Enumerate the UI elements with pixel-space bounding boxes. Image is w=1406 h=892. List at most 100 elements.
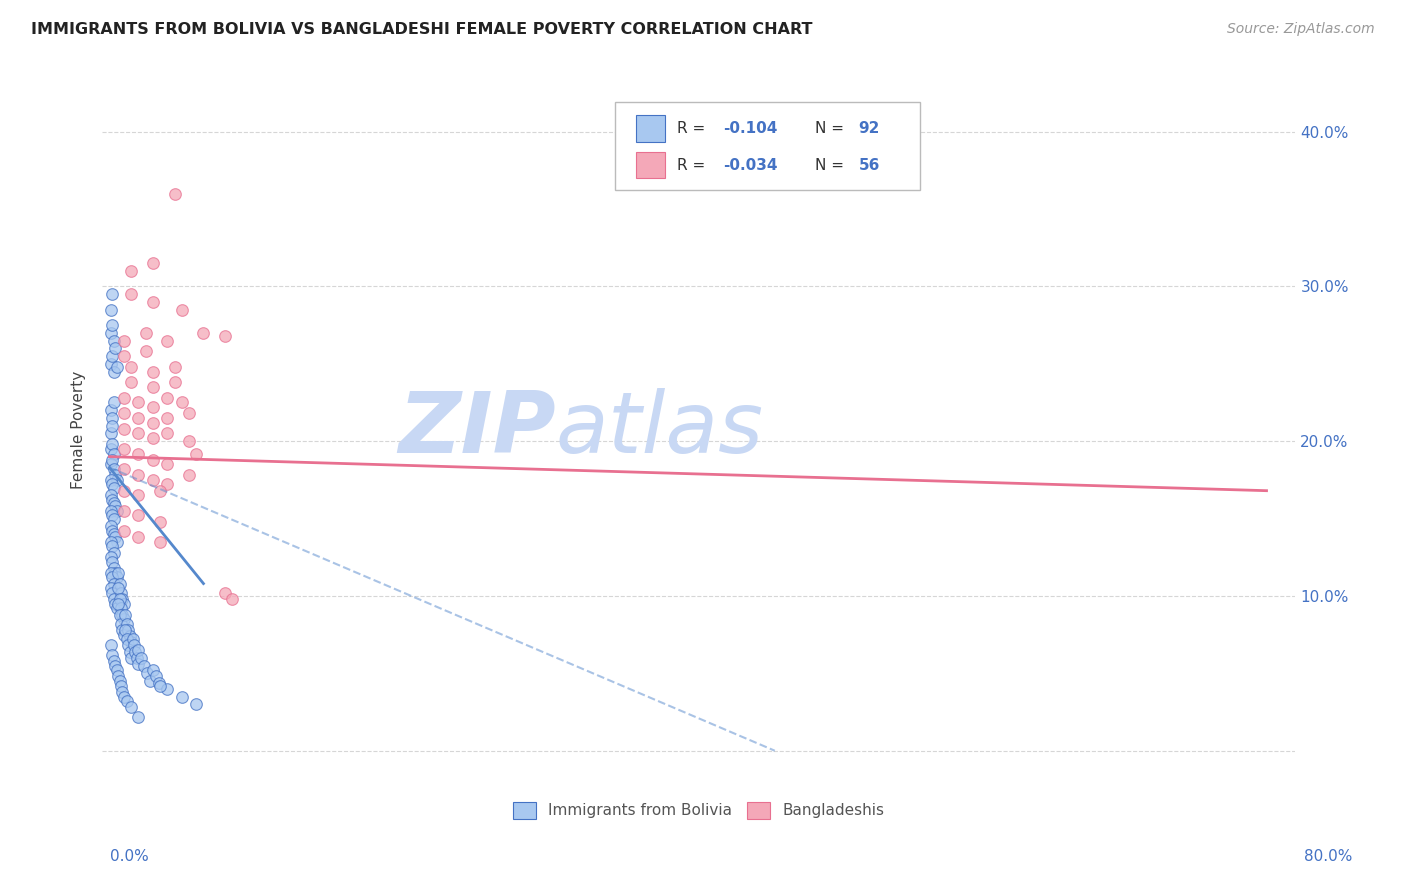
Point (100, 550, 122, 565)
Y-axis label: Female Poverty: Female Poverty (72, 370, 86, 489)
Point (112, 483, 135, 498)
Point (120, 635, 142, 649)
Point (129, 650, 152, 665)
Point (101, 508, 124, 523)
Point (170, 690, 193, 704)
Point (107, 566, 129, 580)
Point (139, 674, 162, 689)
Text: 80.0%: 80.0% (1305, 849, 1353, 864)
Point (112, 406, 135, 420)
Point (120, 650, 142, 665)
Text: N =: N = (814, 158, 848, 173)
Point (101, 318, 124, 332)
Text: R =: R = (678, 158, 710, 173)
Point (170, 302, 193, 317)
Point (105, 473, 128, 487)
FancyBboxPatch shape (616, 102, 920, 190)
Point (100, 442, 122, 456)
Point (114, 623, 136, 637)
Point (114, 607, 136, 622)
Point (101, 411, 124, 425)
Point (118, 629, 141, 643)
Point (186, 698, 208, 712)
Point (107, 597, 129, 611)
Point (163, 359, 186, 374)
Point (156, 334, 179, 348)
Point (100, 488, 122, 502)
Text: N =: N = (814, 121, 848, 136)
Point (142, 431, 165, 445)
Text: 56: 56 (859, 158, 880, 173)
Point (135, 344, 157, 359)
Point (100, 534, 122, 549)
Point (101, 524, 124, 538)
Point (148, 675, 170, 690)
Point (103, 592, 125, 607)
Point (193, 326, 215, 340)
Point (142, 400, 165, 414)
Point (112, 690, 135, 704)
Point (110, 616, 132, 631)
Point (115, 616, 138, 631)
Point (117, 639, 139, 653)
Point (127, 657, 149, 671)
Text: IMMIGRANTS FROM BOLIVIA VS BANGLADESHI FEMALE POVERTY CORRELATION CHART: IMMIGRANTS FROM BOLIVIA VS BANGLADESHI F… (31, 22, 813, 37)
Point (111, 592, 134, 607)
Point (101, 540, 124, 554)
Point (100, 426, 122, 441)
Point (149, 679, 172, 693)
Point (101, 452, 124, 467)
Point (105, 570, 128, 584)
Point (127, 468, 149, 483)
Point (120, 287, 142, 301)
Point (122, 639, 145, 653)
Point (108, 576, 131, 591)
Point (103, 334, 125, 348)
Point (115, 632, 138, 647)
Point (100, 581, 122, 595)
Point (163, 186, 186, 201)
Point (103, 462, 125, 476)
Point (156, 477, 179, 491)
Point (105, 663, 128, 677)
Point (156, 681, 179, 696)
Point (120, 359, 142, 374)
Point (107, 669, 129, 683)
Point (163, 376, 186, 390)
Point (127, 508, 149, 523)
Point (118, 645, 141, 659)
Point (142, 663, 165, 677)
Point (110, 601, 132, 615)
Point (127, 426, 149, 441)
Point (214, 586, 236, 600)
Point (127, 411, 149, 425)
Point (134, 658, 156, 673)
Point (101, 555, 124, 569)
Point (145, 669, 167, 683)
Point (214, 329, 236, 343)
Point (100, 639, 122, 653)
Point (111, 623, 134, 637)
Point (100, 458, 122, 472)
Point (110, 679, 132, 693)
Point (127, 446, 149, 460)
Point (115, 694, 138, 708)
Point (112, 504, 135, 518)
Point (112, 349, 135, 363)
Point (103, 496, 125, 510)
Point (112, 612, 135, 626)
Point (177, 468, 200, 483)
Point (120, 700, 142, 714)
Bar (636, 152, 665, 178)
Point (100, 566, 122, 580)
Point (112, 391, 135, 405)
Point (177, 406, 200, 420)
Point (142, 294, 165, 309)
Point (101, 570, 124, 584)
Point (105, 504, 128, 518)
Point (100, 473, 122, 487)
Point (101, 349, 124, 363)
Point (107, 581, 129, 595)
Point (186, 446, 208, 460)
Point (135, 326, 157, 340)
